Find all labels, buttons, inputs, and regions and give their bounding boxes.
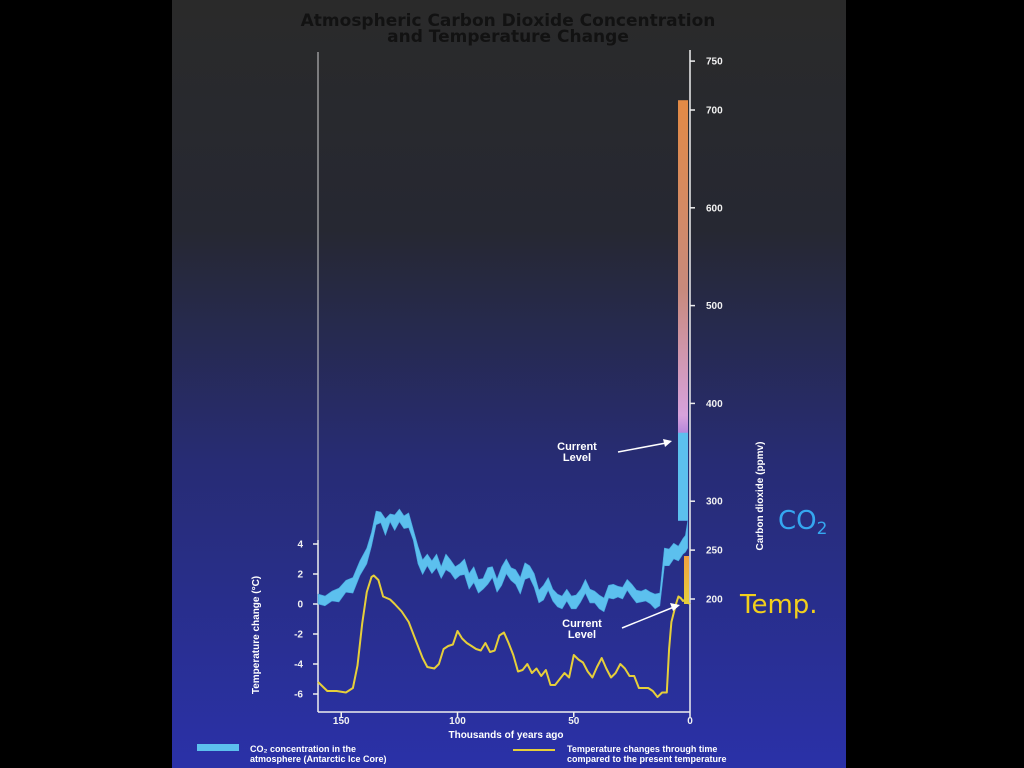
legend-co2-line-1: CO₂ concentration in the [250, 744, 356, 754]
temp-current-level-label-line-1: Current [562, 618, 602, 630]
co2-current-level-label-line-1: Current [557, 441, 597, 453]
temperature-tick-label: -2 [294, 630, 303, 641]
temperature-tick-label: 2 [297, 570, 303, 581]
co2-band [317, 508, 688, 612]
chart-background [172, 0, 846, 768]
legend-temperature-line-2: compared to the present temperature [567, 754, 727, 764]
temperature-tick-label: -6 [294, 690, 303, 701]
co2-current-level-label-line-2: Level [563, 452, 591, 464]
series-layer [317, 100, 691, 698]
temperature-tick-label: 0 [297, 600, 303, 611]
co2-tick-label: 300 [706, 497, 723, 508]
right-axis-label: Carbon dioxide (ppmv) [755, 442, 766, 551]
co2-tick-label: 250 [706, 546, 723, 557]
co2-side-label: CO2 [778, 506, 827, 539]
temp-current-level-label-line-2: Level [568, 629, 596, 641]
x-tick-label: 50 [568, 716, 580, 727]
x-axis-label: Thousands of years ago [448, 730, 563, 741]
co2-tick-label: 500 [706, 301, 723, 312]
chart-title-line-1: Atmospheric Carbon Dioxide Concentration [301, 11, 716, 31]
left-axis-label: Temperature change (°C) [251, 576, 262, 694]
temperature-projection-bar [684, 556, 689, 604]
co2-recent-rise [678, 432, 688, 521]
co2-side-label-subscript: 2 [816, 519, 828, 539]
co2-current-level-arrowhead [663, 439, 672, 447]
co2-tick-label: 400 [706, 399, 723, 410]
co2-tick-label: 750 [706, 57, 723, 68]
x-tick-label: 150 [333, 716, 350, 727]
x-axis: 150 100 50 0 [318, 711, 693, 727]
co2-axis: 750 700 600 500 400 300 250 200 [689, 50, 723, 712]
co2-tick-label: 600 [706, 203, 723, 214]
co2-tick-label: 200 [706, 595, 723, 606]
legend-temperature-line-1: Temperature changes through time [567, 744, 717, 754]
temperature-tick-label: 4 [297, 540, 303, 551]
chart-title: Atmospheric Carbon Dioxide Concentration… [301, 11, 716, 47]
x-tick-label: 0 [687, 716, 693, 727]
temperature-tick-label: -4 [294, 660, 303, 671]
chart-title-line-2: and Temperature Change [387, 27, 629, 47]
legend-swatch-co2 [197, 744, 239, 751]
temp-current-level-arrowhead [670, 603, 680, 611]
co2-projection-bar [678, 100, 688, 521]
co2-current-level-arrow [617, 442, 667, 453]
legend-co2-line-2: atmosphere (Antarctic Ice Core) [250, 754, 387, 764]
temperature-line [317, 574, 691, 698]
temp-side-label: Temp. [740, 590, 818, 620]
temp-current-level-arrow [621, 606, 675, 629]
x-tick-label: 100 [449, 716, 466, 727]
co2-side-label-base: CO [778, 506, 817, 536]
co2-tick-label: 700 [706, 106, 723, 117]
